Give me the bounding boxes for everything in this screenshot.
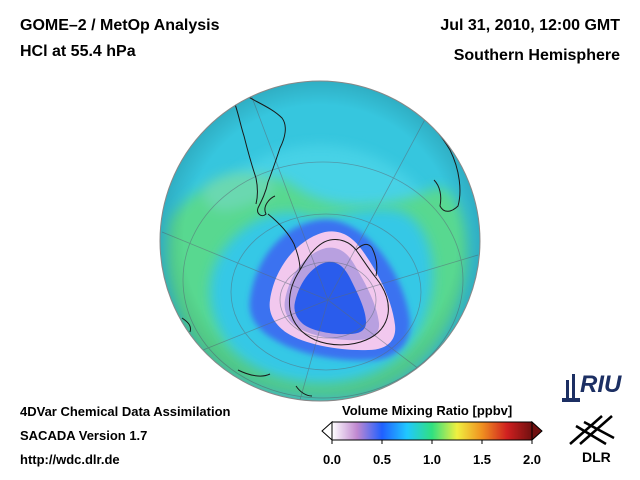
- colorbar-gradient: [331, 421, 533, 441]
- colorbar-tick: 1.0: [422, 452, 442, 467]
- title-line-1: GOME–2 / MetOp Analysis: [20, 17, 220, 34]
- region-label: Southern Hemisphere: [453, 47, 620, 64]
- riu-logo-text: RIU: [580, 371, 622, 398]
- colorbar: [321, 420, 543, 444]
- colorbar-low-arrow: [321, 420, 333, 442]
- colorbar-high-arrow: [531, 420, 543, 442]
- title-line-2: HCl at 55.4 hPa: [20, 43, 136, 60]
- colorbar-tick: 2.0: [522, 452, 542, 467]
- colorbar-tick: 1.5: [472, 452, 492, 467]
- riu-logo-icon: [562, 374, 580, 402]
- dlr-logo-text: DLR: [582, 449, 611, 465]
- dlr-logo-icon: [569, 415, 615, 446]
- colorbar-tick: 0.5: [372, 452, 392, 467]
- footer-line-1: 4DVar Chemical Data Assimilation: [20, 404, 231, 419]
- colorbar-title: Volume Mixing Ratio [ppbv]: [342, 403, 513, 418]
- colorbar-tick: 0.0: [322, 452, 342, 467]
- footer-line-2: SACADA Version 1.7: [20, 428, 148, 443]
- globe-outline: [159, 80, 481, 402]
- footer-url: http://wdc.dlr.de: [20, 452, 120, 467]
- date-label: Jul 31, 2010, 12:00 GMT: [440, 17, 620, 34]
